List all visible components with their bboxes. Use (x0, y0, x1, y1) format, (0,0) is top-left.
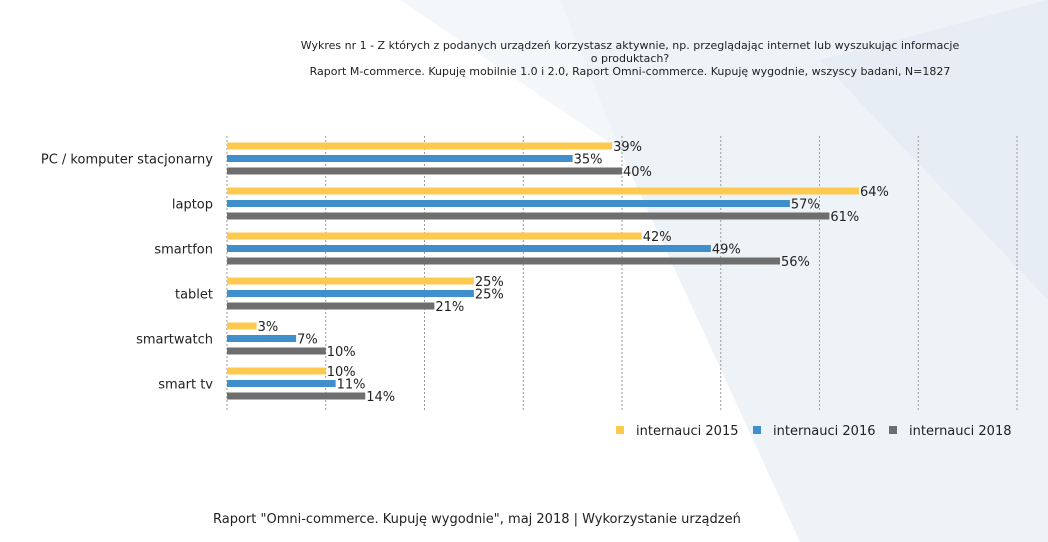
legend-label: internauci 2016 (773, 424, 875, 439)
bar (227, 322, 257, 330)
data-label: 39% (613, 140, 642, 155)
legend-swatch (616, 426, 624, 434)
bar (227, 392, 366, 400)
data-label: 49% (712, 243, 741, 258)
legend-label: internauci 2018 (909, 424, 1011, 439)
data-label: 40% (623, 165, 652, 180)
legend-label: internauci 2015 (636, 424, 738, 439)
bar (227, 302, 435, 310)
chart-title: Wykres nr 1 - Z których z podanych urząd… (210, 39, 1048, 78)
data-label: 10% (327, 345, 356, 360)
bar (227, 232, 642, 240)
bar (227, 347, 326, 355)
data-label: 7% (297, 333, 318, 348)
bar (227, 245, 711, 252)
data-label: 35% (574, 153, 603, 168)
data-label: 25% (475, 275, 504, 290)
legend-swatch (889, 426, 897, 434)
data-label: 21% (435, 300, 464, 315)
bar (227, 142, 613, 150)
data-label: 14% (366, 390, 395, 405)
category-label: smart tv (158, 378, 213, 393)
data-label: 56% (781, 255, 810, 270)
chart-title-line-1: Wykres nr 1 - Z których z podanych urząd… (300, 39, 960, 52)
chart-subtitle: Raport M-commerce. Kupuję mobilnie 1.0 i… (309, 65, 951, 78)
legend-swatch (753, 426, 761, 434)
data-label: 11% (337, 378, 366, 393)
data-label: 25% (475, 288, 504, 303)
bar (227, 155, 573, 162)
bar-chart: PC / komputer stacjonarny 39% 35% 40% laptop… (41, 136, 1018, 439)
bar (227, 187, 859, 195)
bar (227, 367, 326, 375)
bar (227, 277, 474, 285)
data-label: 3% (258, 320, 279, 335)
category-label: smartfon (154, 243, 213, 258)
footer-caption: Raport "Omni-commerce. Kupuję wygodnie",… (213, 512, 741, 527)
category-label: tablet (175, 288, 213, 303)
data-label: 57% (791, 198, 820, 213)
bar (227, 380, 336, 387)
data-label: 10% (327, 365, 356, 380)
chart-title-line-2: o produktach? (590, 52, 670, 65)
category-label: PC / komputer stacjonarny (41, 153, 213, 168)
bar (227, 167, 622, 175)
bar (227, 290, 474, 297)
bar (227, 200, 790, 207)
bar (227, 335, 297, 342)
data-label: 61% (830, 210, 859, 225)
data-label: 64% (860, 185, 889, 200)
bar (227, 257, 780, 265)
data-label: 42% (643, 230, 672, 245)
category-label: laptop (172, 198, 213, 213)
category-label: smartwatch (136, 333, 213, 348)
bar (227, 212, 830, 220)
